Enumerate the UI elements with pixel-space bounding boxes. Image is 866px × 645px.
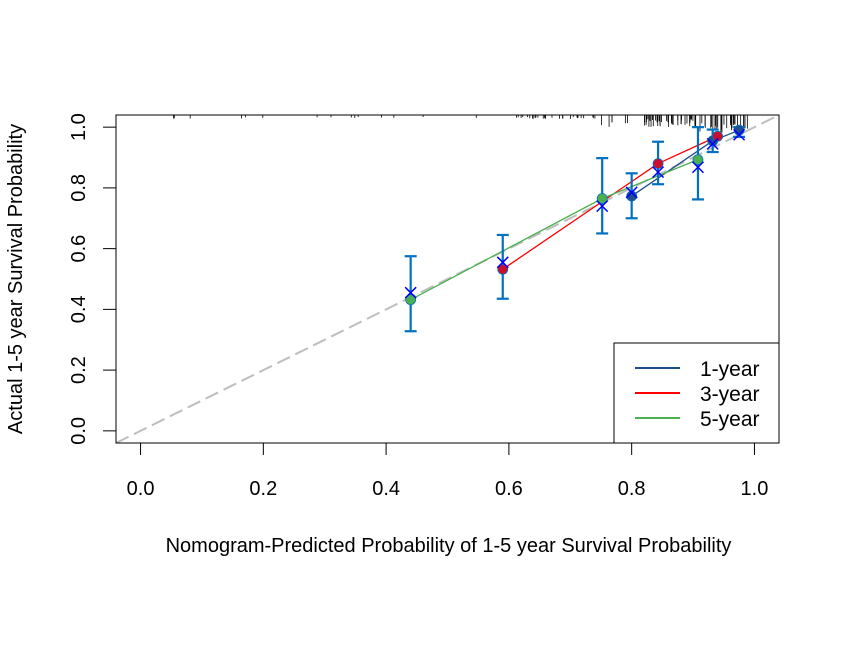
x-axis: 0.0 0.2 0.4 0.6 0.8 1.0 [127, 443, 769, 500]
legend-label: 5-year [700, 408, 760, 431]
data-point-1-year [626, 190, 638, 202]
y-tick-label: 0.6 [68, 235, 90, 263]
x-marker [652, 166, 665, 179]
rug-layer [173, 115, 748, 133]
legend-label: 1-year [700, 358, 760, 381]
x-tick-label: 0.0 [127, 478, 155, 500]
x-marker [596, 200, 609, 213]
x-marker-stroke [691, 161, 704, 174]
plot-frame [115, 114, 780, 444]
legend-label: 3-year [700, 383, 760, 406]
x-marker [733, 128, 746, 141]
y-tick-label: 0.8 [68, 174, 90, 202]
x-tick-label: 0.4 [372, 478, 400, 500]
x-marker [691, 161, 704, 174]
x-tick-label: 0.2 [249, 478, 277, 500]
x-marker [496, 256, 509, 269]
x-marker [404, 286, 417, 299]
x-marker-stroke [625, 186, 638, 199]
x-marker-stroke [652, 166, 665, 179]
y-tick-label: 0.2 [68, 356, 90, 384]
x-tick-label: 0.8 [618, 478, 646, 500]
data-point-3-year [652, 158, 664, 169]
points-layer [405, 124, 745, 306]
x-marker-stroke [404, 286, 417, 299]
y-axis-label: Actual 1-5 year Survival Probability [5, 124, 27, 434]
x-marker [706, 137, 719, 150]
x-marker-stroke [496, 256, 509, 269]
x-marker-stroke [596, 200, 609, 213]
data-point-5-year [405, 294, 417, 306]
data-point-3-year [712, 130, 724, 142]
data-point-5-year [692, 154, 704, 166]
x-markers-layer [404, 128, 746, 299]
y-tick-label: 0.4 [68, 295, 90, 323]
y-axis: 0.0 0.2 0.4 0.6 0.8 1.0 [68, 113, 116, 445]
x-axis-label: Nomogram-Predicted Probability of 1-5 ye… [166, 535, 732, 557]
x-marker [625, 186, 638, 199]
data-point-5-year [596, 193, 608, 204]
x-tick-label: 1.0 [741, 478, 769, 500]
reference-line-layer [115, 114, 780, 444]
x-marker-stroke [706, 137, 719, 150]
y-tick-label: 1.0 [68, 113, 90, 141]
data-point-3-year [497, 263, 509, 275]
x-marker-stroke [733, 128, 746, 141]
x-tick-label: 0.6 [495, 478, 523, 500]
reference-diagonal-line [115, 114, 780, 444]
y-tick-label: 0.0 [68, 417, 90, 445]
